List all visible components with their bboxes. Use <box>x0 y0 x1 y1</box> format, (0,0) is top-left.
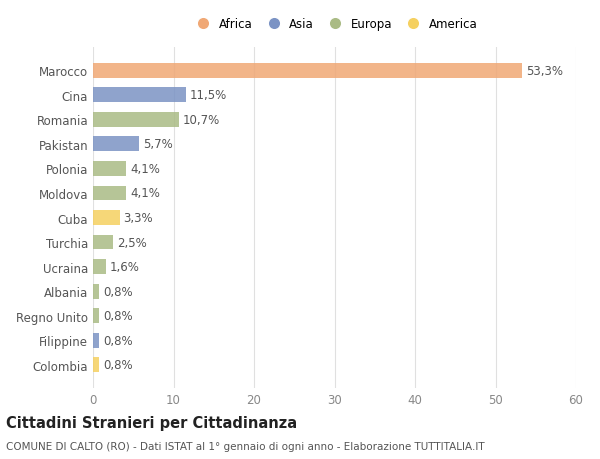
Text: 2,5%: 2,5% <box>117 236 147 249</box>
Legend: Africa, Asia, Europa, America: Africa, Asia, Europa, America <box>187 13 482 36</box>
Text: 53,3%: 53,3% <box>526 65 563 78</box>
Text: 10,7%: 10,7% <box>183 113 220 127</box>
Text: 0,8%: 0,8% <box>103 358 133 371</box>
Text: 1,6%: 1,6% <box>110 261 140 274</box>
Bar <box>93 64 522 78</box>
Bar <box>93 137 139 152</box>
Bar <box>93 333 100 348</box>
Bar <box>93 358 100 372</box>
Bar <box>93 211 119 225</box>
Text: 11,5%: 11,5% <box>190 89 227 102</box>
Text: 5,7%: 5,7% <box>143 138 173 151</box>
Text: 3,3%: 3,3% <box>124 212 153 224</box>
Bar <box>93 284 100 299</box>
Bar <box>93 88 185 103</box>
Text: 0,8%: 0,8% <box>103 309 133 323</box>
Text: 4,1%: 4,1% <box>130 162 160 175</box>
Text: 0,8%: 0,8% <box>103 334 133 347</box>
Text: 0,8%: 0,8% <box>103 285 133 298</box>
Bar <box>93 112 179 127</box>
Text: 4,1%: 4,1% <box>130 187 160 200</box>
Bar <box>93 260 106 274</box>
Text: Cittadini Stranieri per Cittadinanza: Cittadini Stranieri per Cittadinanza <box>6 415 297 431</box>
Bar <box>93 162 126 176</box>
Bar <box>93 235 113 250</box>
Bar <box>93 186 126 201</box>
Text: COMUNE DI CALTO (RO) - Dati ISTAT al 1° gennaio di ogni anno - Elaborazione TUTT: COMUNE DI CALTO (RO) - Dati ISTAT al 1° … <box>6 441 485 451</box>
Bar <box>93 309 100 324</box>
